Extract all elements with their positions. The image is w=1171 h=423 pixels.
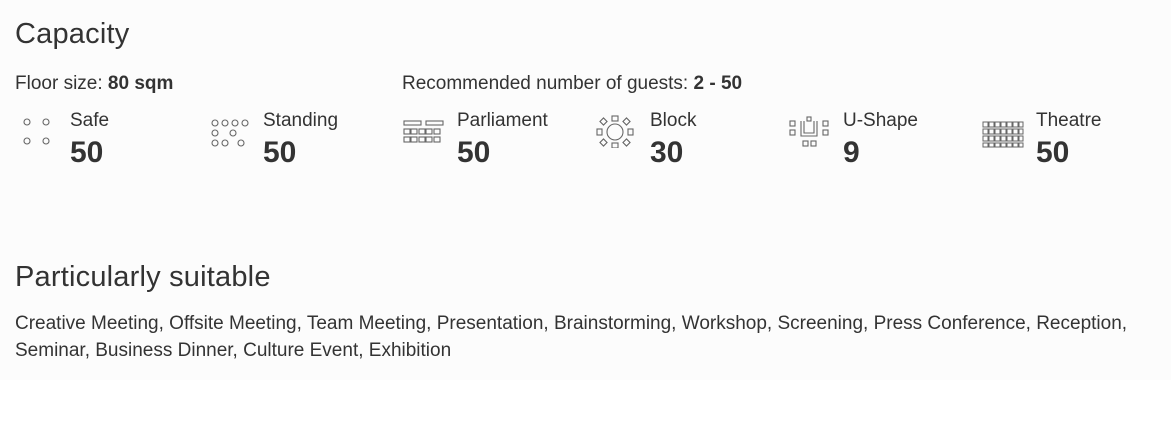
standing-seating-icon <box>211 119 249 147</box>
suitable-heading: Particularly suitable <box>15 261 271 293</box>
setup-u-shape: U-Shape 9 <box>788 110 978 180</box>
recommended-guests: Recommended number of guests: 2 - 50 <box>402 73 742 95</box>
suitable-events-list: Creative Meeting, Offsite Meeting, Team … <box>15 313 1128 361</box>
setup-value: 50 <box>1036 136 1070 169</box>
setup-value: 50 <box>457 136 491 169</box>
parliament-seating-icon <box>403 120 444 143</box>
setup-value: 50 <box>263 136 297 169</box>
setup-label: Block <box>650 110 697 131</box>
floor-size-label: Floor size: <box>15 73 103 94</box>
setup-label: Parliament <box>457 110 548 131</box>
block-seating-icon <box>596 115 634 148</box>
theatre-seating-icon <box>982 121 1024 148</box>
floor-size-value: 80 sqm <box>107 73 174 94</box>
recommended-guests-value: 2 - 50 <box>693 73 743 94</box>
setup-theatre: Theatre 50 <box>981 110 1171 180</box>
setup-label: U-Shape <box>843 110 918 131</box>
safe-seating-icon <box>23 118 50 145</box>
setup-safe: Safe 50 <box>15 110 205 180</box>
setup-label: Theatre <box>1036 110 1102 131</box>
venue-details-panel: Capacity Floor size: 80 sqm Recommended … <box>15 18 1165 361</box>
setup-label: Safe <box>70 110 110 131</box>
setup-block: Block 30 <box>595 110 785 180</box>
setup-label: Standing <box>263 110 339 131</box>
floor-size: Floor size: 80 sqm <box>15 73 173 95</box>
u-shape-seating-icon <box>789 116 829 147</box>
setup-value: 50 <box>70 136 104 169</box>
capacity-heading: Capacity <box>15 18 130 50</box>
recommended-guests-label: Recommended number of guests: <box>402 73 689 94</box>
setup-value: 30 <box>650 136 684 169</box>
setup-value: 9 <box>843 136 860 169</box>
setup-standing: Standing 50 <box>208 110 398 180</box>
setup-parliament: Parliament 50 <box>402 110 592 180</box>
seating-setups: Safe 50 Standing 50 <box>15 110 1165 180</box>
